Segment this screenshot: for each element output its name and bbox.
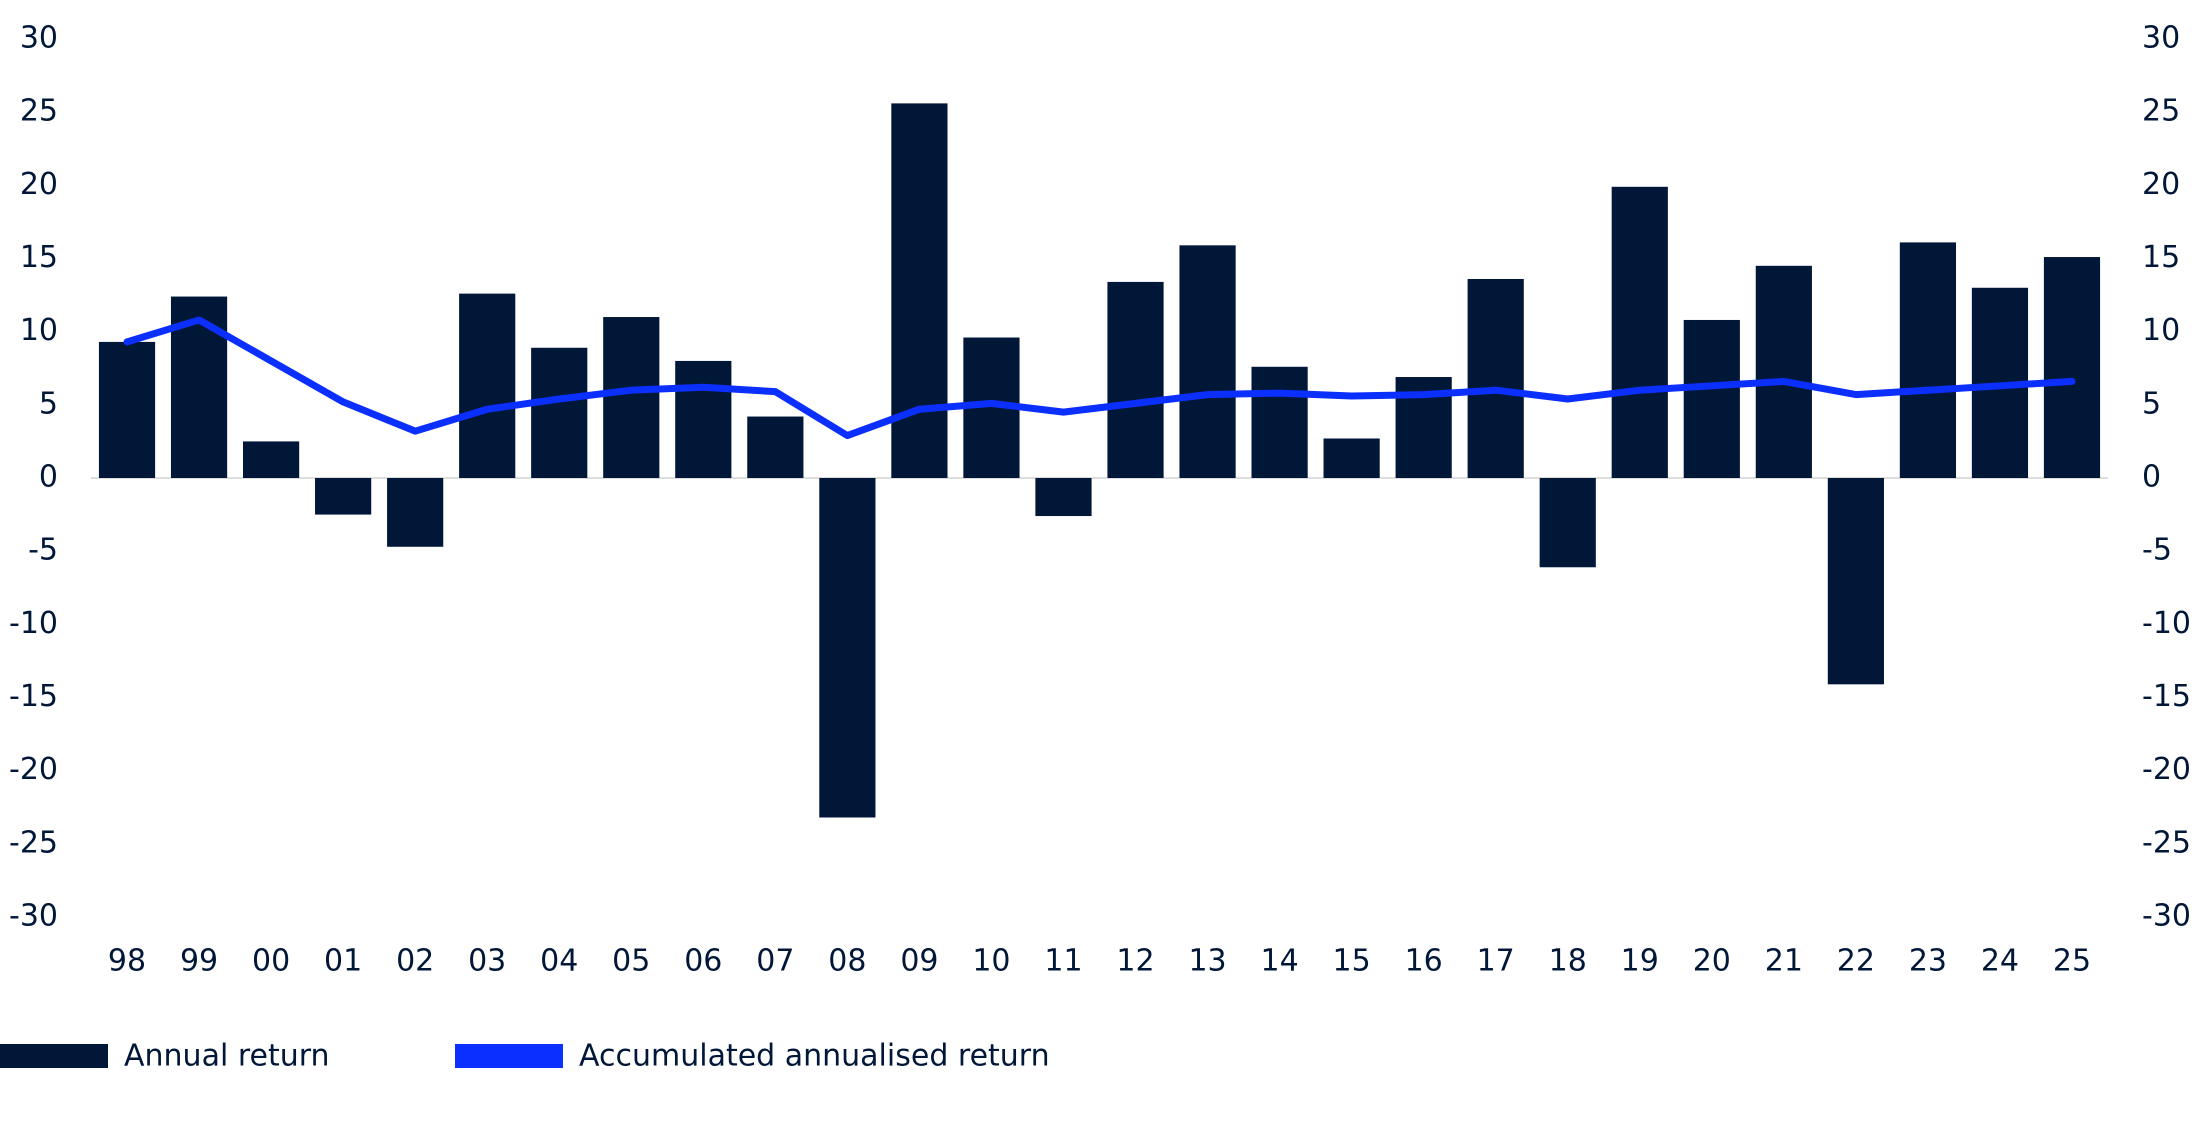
x-tick-label: 16 [1405, 944, 1443, 979]
y2-tick-label: 15 [2142, 240, 2180, 275]
y2-tick-label: -30 [2142, 899, 2191, 934]
line [123, 316, 2076, 440]
x-tick-label: 11 [1044, 944, 1082, 979]
y-tick-label: -25 [9, 825, 58, 860]
x-tick-label: 23 [1909, 944, 1947, 979]
y2-tick-label: 30 [2142, 21, 2180, 56]
y-tick-label: -15 [9, 679, 58, 714]
y2-tick-label: 25 [2142, 94, 2180, 129]
y2-tick-label: 10 [2142, 313, 2180, 348]
x-tick-label: 21 [1765, 944, 1803, 979]
x-tick-label: 04 [540, 944, 578, 979]
bar [1107, 281, 1164, 478]
y2-tick-label: 0 [2142, 460, 2161, 495]
y-tick-label: -20 [9, 752, 58, 787]
bar [1899, 242, 1957, 478]
x-tick-label: 10 [972, 944, 1010, 979]
x-tick-label: 18 [1549, 944, 1587, 979]
x-tick-label: 98 [108, 944, 146, 979]
bar [1683, 319, 1740, 478]
y-tick-label: 25 [20, 94, 58, 129]
y-tick-label: 20 [20, 167, 58, 202]
y2-tick-label: 20 [2142, 167, 2180, 202]
bar [891, 103, 948, 479]
x-tick-label: 17 [1477, 944, 1515, 979]
x-tick-label: 20 [1693, 944, 1731, 979]
y2-tick-label: -25 [2142, 825, 2191, 860]
y-tick-label: 10 [20, 313, 58, 348]
bar [242, 441, 300, 478]
y2-tick-label: -15 [2142, 679, 2191, 714]
bar [1539, 478, 1596, 568]
bar [531, 347, 588, 478]
x-tick-label: 22 [1837, 944, 1875, 979]
bar [1467, 278, 1524, 478]
bar [1611, 186, 1668, 478]
x-tick-label: 15 [1333, 944, 1371, 979]
bar [747, 416, 804, 478]
bar [1179, 245, 1236, 478]
x-tick-label: 99 [180, 944, 218, 979]
bar [459, 293, 516, 478]
x-tick-label: 14 [1260, 944, 1298, 979]
legend-swatch [455, 1044, 563, 1068]
x-tick-label: 19 [1621, 944, 1659, 979]
bar [1251, 366, 1308, 478]
y-tick-label: -10 [9, 606, 58, 641]
x-tick-label: 08 [828, 944, 866, 979]
y2-tick-label: -5 [2142, 533, 2172, 568]
x-tick-label: 05 [612, 944, 650, 979]
x-tick-label: 00 [252, 944, 290, 979]
x-tick-label: 12 [1116, 944, 1154, 979]
y2-tick-label: 5 [2142, 386, 2161, 421]
legend-label: Annual return [124, 1039, 330, 1074]
bar [315, 478, 372, 515]
bar [387, 478, 444, 547]
x-tick-label: 07 [756, 944, 794, 979]
bar [819, 478, 876, 818]
y-tick-label: 0 [39, 460, 58, 495]
bar [603, 317, 660, 478]
x-tick-label: 24 [1981, 944, 2019, 979]
bar [98, 341, 156, 478]
bar [2043, 257, 2101, 478]
y-tick-label: 5 [39, 386, 58, 421]
bar [1035, 478, 1092, 517]
legend-swatch [0, 1044, 108, 1068]
legend-label: Accumulated annualised return [579, 1039, 1050, 1074]
bar [1755, 265, 1812, 478]
bar [1827, 478, 1884, 685]
x-tick-label: 06 [684, 944, 722, 979]
x-tick-label: 09 [900, 944, 938, 979]
bar [1323, 438, 1380, 478]
y-tick-label: -30 [9, 899, 58, 934]
x-tick-label: 02 [396, 944, 434, 979]
bar [675, 360, 732, 478]
y-tick-label: -5 [28, 533, 58, 568]
y2-tick-label: -10 [2142, 606, 2191, 641]
x-tick-label: 13 [1188, 944, 1226, 979]
x-tick-label: 01 [324, 944, 362, 979]
x-tick-label: 25 [2053, 944, 2091, 979]
y2-tick-label: -20 [2142, 752, 2191, 787]
x-tick-label: 03 [468, 944, 506, 979]
y-tick-label: 15 [20, 240, 58, 275]
y-tick-label: 30 [20, 21, 58, 56]
